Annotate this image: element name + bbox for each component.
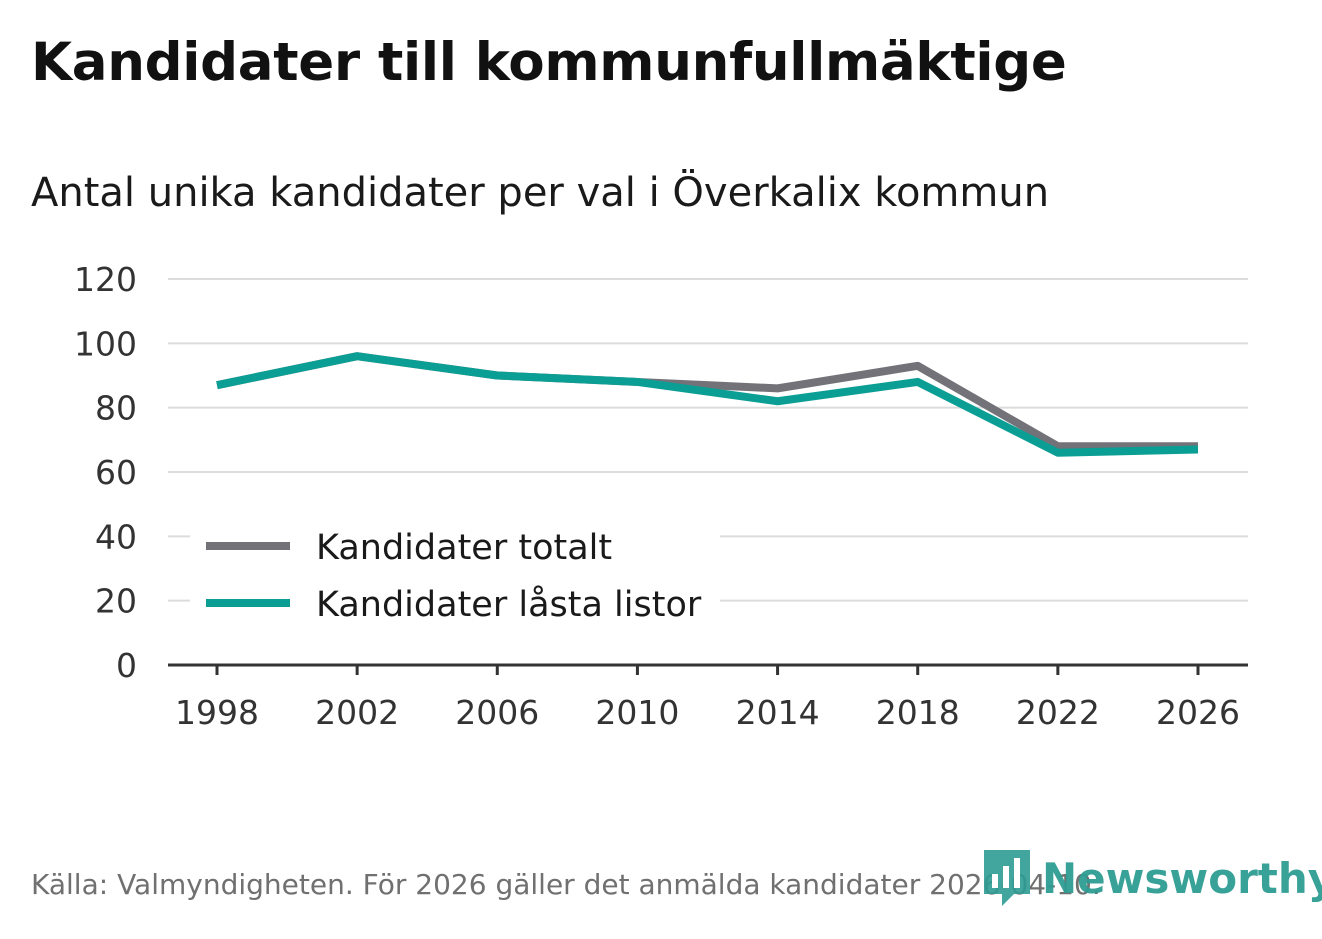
series-line-2 <box>216 352 1199 457</box>
y-tick-label: 120 <box>74 260 137 299</box>
legend-label-1: Kandidater totalt <box>316 528 612 568</box>
y-tick-label: 0 <box>116 646 137 685</box>
y-tick-label: 20 <box>95 582 137 621</box>
series-lines <box>216 352 1199 457</box>
brand-logo: Newsworthy <box>980 848 1322 908</box>
chart-subtitle: Antal unika kandidater per val i Överkal… <box>31 170 1050 216</box>
y-tick-label: 80 <box>95 389 137 428</box>
x-tick-label: 2010 <box>595 693 679 732</box>
chart-title: Kandidater till kommunfullmäktige <box>31 32 1067 93</box>
legend-background <box>190 516 720 632</box>
y-tick-label: 60 <box>95 453 137 492</box>
x-tick-label: 1998 <box>175 693 259 732</box>
x-tick-label: 2002 <box>315 693 399 732</box>
x-tick-label: 2014 <box>736 693 820 732</box>
y-tick-label: 40 <box>95 517 137 556</box>
x-tick-label: 2026 <box>1156 693 1240 732</box>
series-line-1 <box>216 352 1198 451</box>
legend: Kandidater totalt Kandidater låsta listor <box>190 516 720 632</box>
line-chart: 0 20 40 60 80 100 120 1998 2002 2006 2010 2014 2018 2… <box>74 260 1248 732</box>
axes: 0 20 40 60 80 100 120 1998 2002 2006 2010 2014 2018 2… <box>74 260 1248 732</box>
legend-label-2: Kandidater låsta listor <box>316 584 702 625</box>
newsworthy-logo-icon <box>984 850 1030 906</box>
x-tick-label: 2018 <box>876 693 960 732</box>
y-tick-label: 100 <box>74 324 137 363</box>
x-tick-label: 2006 <box>455 693 539 732</box>
source-note: Källa: Valmyndigheten. För 2026 gäller d… <box>31 868 1101 901</box>
x-tick-label: 2022 <box>1016 693 1100 732</box>
brand-name: Newsworthy <box>1042 853 1322 903</box>
